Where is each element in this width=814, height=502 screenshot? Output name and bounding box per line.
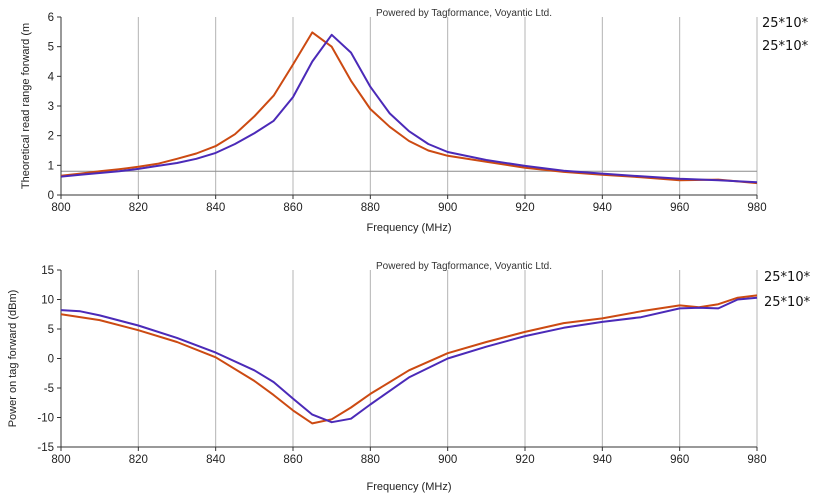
y-tick-label: -15 — [37, 442, 54, 454]
series-line-2 — [61, 296, 758, 424]
y-tick-label: 5 — [48, 42, 54, 54]
x-tick-label: 940 — [593, 202, 612, 214]
y-tick-label: 10 — [41, 295, 54, 307]
y-tick-label: -5 — [44, 383, 54, 395]
x-tick-label: 860 — [283, 454, 302, 466]
x-tick-label: 980 — [747, 454, 766, 466]
credit-text: Powered by Tagformance, Voyantic Ltd. — [376, 261, 552, 272]
legend-entry: 25*10* — [762, 16, 809, 31]
series-line-1 — [61, 31, 758, 185]
y-tick-label: 2 — [48, 131, 54, 143]
x-axis-label: Frequency (MHz) — [367, 481, 452, 493]
x-tick-label: 940 — [593, 454, 612, 466]
y-tick-label: -10 — [37, 413, 54, 425]
x-tick-label: 820 — [129, 454, 148, 466]
x-tick-label: 960 — [670, 454, 689, 466]
y-tick-label: 0 — [48, 190, 54, 202]
x-tick-label: 820 — [129, 202, 148, 214]
y-tick-label: 4 — [48, 71, 55, 83]
y-axis-label: Power on tag forward (dBm) — [7, 290, 19, 428]
legend-entry: 25*10* — [762, 39, 809, 54]
x-tick-label: 860 — [283, 202, 302, 214]
y-tick-label: 3 — [48, 101, 54, 113]
legend-entry: 25*10* — [764, 295, 811, 310]
x-tick-label: 980 — [747, 202, 766, 214]
x-tick-label: 920 — [515, 202, 534, 214]
y-tick-label: 6 — [48, 12, 54, 24]
x-tick-label: 800 — [51, 202, 70, 214]
x-tick-label: 880 — [361, 202, 380, 214]
y-tick-label: 15 — [41, 265, 54, 277]
credit-text: Powered by Tagformance, Voyantic Ltd. — [376, 8, 552, 19]
x-tick-label: 900 — [438, 454, 457, 466]
x-tick-label: 840 — [206, 202, 225, 214]
series-line-2 — [61, 33, 758, 184]
legend-entry: 25*10* — [764, 270, 811, 285]
x-tick-label: 880 — [361, 454, 380, 466]
series-line-1 — [61, 294, 758, 425]
y-tick-label: 0 — [48, 354, 54, 366]
x-tick-label: 840 — [206, 454, 225, 466]
x-tick-label: 900 — [438, 202, 457, 214]
plot-1 — [57, 16, 758, 199]
y-tick-label: 5 — [48, 324, 54, 336]
y-axis-label: Theoretical read range forward (m — [20, 23, 32, 189]
x-tick-label: 800 — [51, 454, 70, 466]
y-tick-label: 1 — [48, 160, 54, 172]
x-axis-label: Frequency (MHz) — [367, 222, 452, 234]
x-tick-label: 920 — [515, 454, 534, 466]
x-tick-label: 960 — [670, 202, 689, 214]
plot-2 — [57, 269, 758, 451]
